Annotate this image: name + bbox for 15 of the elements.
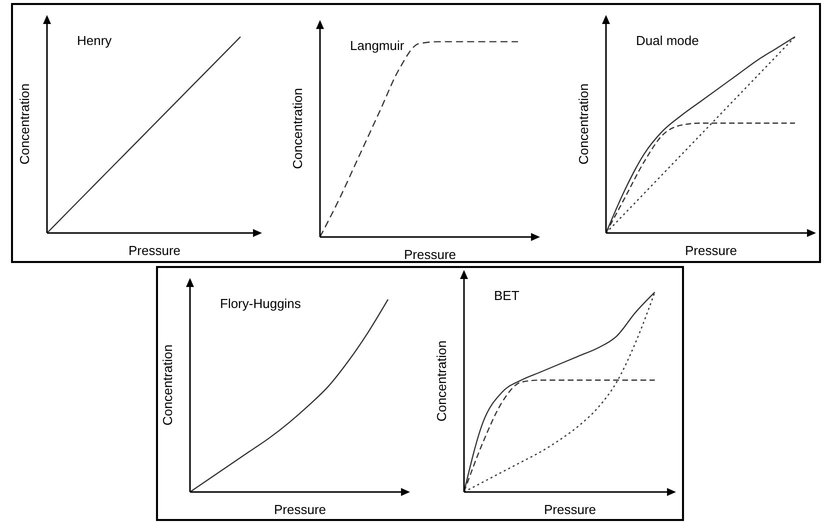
chart-title: Dual mode xyxy=(636,33,699,48)
chart-title: Flory-Huggins xyxy=(220,296,302,311)
x-axis-title: Pressure xyxy=(544,502,596,517)
y-axis-title: Concentration xyxy=(434,340,449,422)
x-axis-title: Pressure xyxy=(128,243,181,258)
x-axis-title: Pressure xyxy=(684,243,738,258)
chart-title: BET xyxy=(494,288,520,303)
y-axis-title: Concentration xyxy=(290,88,305,169)
y-axis-title: Concentration xyxy=(576,84,591,164)
chart-title: Langmuir xyxy=(350,38,405,53)
y-axis-title: Concentration xyxy=(17,84,32,164)
chart-title: Henry xyxy=(77,33,112,48)
y-axis-title: Concentration xyxy=(160,344,175,426)
x-axis-title: Pressure xyxy=(274,502,326,517)
x-axis-title: Pressure xyxy=(404,247,456,262)
